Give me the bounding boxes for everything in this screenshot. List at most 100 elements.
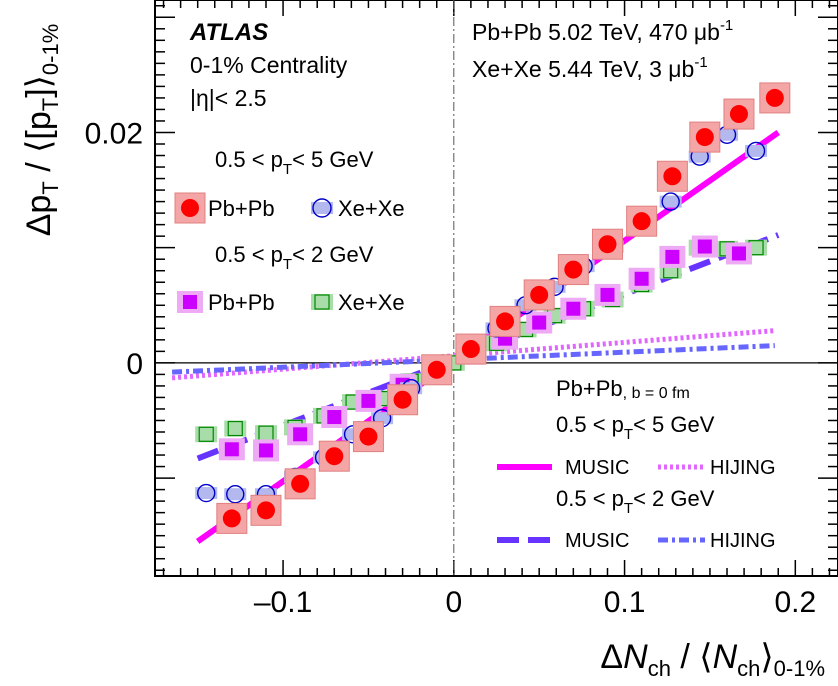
data-point-pbpb-2gev xyxy=(600,287,615,302)
data-point-pbpb-5gev xyxy=(325,447,344,466)
x-axis-title: ΔNch / ⟨Nch⟩0-1% xyxy=(600,638,825,681)
legend-xexe-2-marker xyxy=(314,294,330,310)
x-axis-label-cent: 0-1% xyxy=(774,656,825,681)
data-point-pbpb-5gev xyxy=(393,390,412,409)
legend-group-2gev-sub: T xyxy=(283,256,292,273)
y-tick-label: 0 xyxy=(126,348,143,381)
data-point-xexe-5gev-sys-box xyxy=(688,150,711,163)
data-point-pbpb-5gev xyxy=(427,360,446,379)
model-legend-title: Pb+Pb, b = 0 fm xyxy=(556,376,690,402)
data-point-xexe-5gev-sys-box xyxy=(195,487,218,500)
data-point-pbpb-5gev xyxy=(291,474,310,493)
x-tick-label: 0.1 xyxy=(604,586,646,619)
legend-pbpb-5-marker xyxy=(181,199,199,217)
model-legend-group-2gev-sub: T xyxy=(624,500,633,517)
data-point-xexe-2gev-sys-box xyxy=(254,425,277,442)
legend-hijing-5-label: HIJING xyxy=(710,457,776,479)
data-point-pbpb-2gev xyxy=(258,443,273,458)
dataset-pbpb-sup: -1 xyxy=(720,17,733,34)
data-point-pbpb-2gev xyxy=(293,427,308,442)
legend-xexe-5-label: Xe+Xe xyxy=(338,196,405,221)
legend-group-5gev-sub: T xyxy=(283,161,292,178)
x-axis-label-delta: Δ xyxy=(600,638,623,676)
x-tick-label: 0 xyxy=(445,586,462,619)
legend-hijing-2-label: HIJING xyxy=(710,530,776,552)
x-axis-label-mid: / ⟨ xyxy=(671,638,713,676)
legend-xexe-5-marker xyxy=(312,198,332,218)
model-legend-group-2gev-post: < 2 GeV xyxy=(633,486,715,511)
y-axis-label-rest: / ⟨[p xyxy=(20,111,58,181)
legend-xexe-2-label: Xe+Xe xyxy=(338,290,405,315)
data-point-xexe-2gev-sys-box xyxy=(195,426,218,443)
legend-group-5gev: 0.5 < pT< 5 GeV xyxy=(215,147,374,178)
data-point-xexe-5gev xyxy=(746,141,766,161)
data-point-pbpb-5gev xyxy=(663,167,682,186)
legend-group-2gev: 0.5 < pT< 2 GeV xyxy=(215,242,374,273)
dataset-pbpb-text: Pb+Pb 5.02 TeV, 470 μb xyxy=(472,19,720,45)
data-point-xexe-5gev xyxy=(197,483,216,503)
x-axis-label-n2: N xyxy=(713,638,738,676)
data-points xyxy=(195,82,791,534)
data-point-pbpb-5gev-sys-box xyxy=(387,384,419,416)
data-point-xexe-2gev-sys-box xyxy=(224,420,247,437)
data-point-xexe-2gev xyxy=(227,420,243,437)
data-point-pbpb-5gev xyxy=(222,509,241,528)
data-point-xexe-5gev-sys-box xyxy=(745,144,768,157)
y-axis-label-cent: 0-1% xyxy=(38,24,63,75)
data-point-pbpb-5gev xyxy=(496,312,515,331)
legend-pbpb-2-label: Pb+Pb xyxy=(208,290,275,315)
x-axis-label-sub2: ch xyxy=(737,656,760,681)
data-point-pbpb-5gev xyxy=(359,427,378,446)
dataset-pbpb: Pb+Pb 5.02 TeV, 470 μb-1 xyxy=(472,17,733,45)
data-point-pbpb-2gev xyxy=(566,301,581,316)
legend-group-5gev-post: < 5 GeV xyxy=(292,147,374,172)
data-point-xexe-2gev xyxy=(198,426,214,442)
experiment-label: ATLAS xyxy=(189,19,268,46)
x-axis-label-n: N xyxy=(623,638,648,676)
data-point-pbpb-5gev xyxy=(564,260,583,279)
data-point-pbpb-5gev xyxy=(632,212,651,231)
y-axis-label-sub: T xyxy=(38,181,63,194)
model-legend-group-2gev-pre: 0.5 < p xyxy=(556,486,624,511)
data-point-pbpb-2gev xyxy=(327,410,342,425)
data-point-pbpb-5gev xyxy=(461,340,480,359)
data-point-pbpb-5gev xyxy=(765,88,784,107)
y-axis-title: ΔpT / ⟨[pT]⟩0-1% xyxy=(20,24,63,237)
legend-music-5-label: MUSIC xyxy=(565,457,629,479)
model-legend-group-5gev: 0.5 < pT< 5 GeV xyxy=(556,412,715,443)
data-point-pbpb-2gev xyxy=(634,271,649,286)
data-point-pbpb-2gev xyxy=(731,246,746,261)
y-axis-label-close: ]⟩ xyxy=(20,75,58,98)
data-point-xexe-5gev-sys-box xyxy=(224,488,247,501)
legend-pbpb-2-marker xyxy=(183,295,197,309)
data-point-pbpb-5gev xyxy=(729,105,748,124)
legend-pbpb-5-label: Pb+Pb xyxy=(208,196,275,221)
axis-ticks xyxy=(155,0,838,576)
data-point-pbpb-5gev xyxy=(598,235,617,254)
legend-group-2gev-pre: 0.5 < p xyxy=(215,242,283,267)
x-tick-label: 0.2 xyxy=(774,586,816,619)
model-legend: Pb+Pb, b = 0 fm 0.5 < pT< 5 GeV MUSIC HI… xyxy=(497,376,776,552)
model-legend-title-text: Pb+Pb xyxy=(556,376,623,401)
model-legend-group-5gev-pre: 0.5 < p xyxy=(556,412,624,437)
legend-music-2-label: MUSIC xyxy=(565,530,629,552)
model-legend-group-5gev-sub: T xyxy=(624,426,633,443)
plot-frame xyxy=(154,0,838,577)
data-point-pbpb-2gev xyxy=(361,393,376,408)
y-axis-label-sub2: T xyxy=(38,98,63,111)
model-legend-title-sub: , b = 0 fm xyxy=(623,385,690,402)
legend-xexe-2-marker-sys-box xyxy=(311,294,333,310)
legend-group-5gev-pre: 0.5 < p xyxy=(215,147,283,172)
data-point-pbpb-5gev xyxy=(256,501,275,520)
legend-xexe-5-marker-sys-box xyxy=(311,202,333,214)
dataset-xexe-text: Xe+Xe 5.44 TeV, 3 μb xyxy=(472,56,694,82)
centrality-label: 0-1% Centrality xyxy=(190,52,348,78)
legend-group-2gev-post: < 2 GeV xyxy=(292,242,374,267)
x-axis-label-close: ⟩ xyxy=(760,638,773,676)
dataset-xexe-sup: -1 xyxy=(694,54,707,71)
data-point-xexe-5gev xyxy=(226,485,245,504)
tick-labels: –0.1 0 0.1 0.2 0 0.02 xyxy=(85,117,817,619)
data-point-pbpb-5gev xyxy=(695,128,714,147)
dataset-xexe: Xe+Xe 5.44 TeV, 3 μb-1 xyxy=(472,54,708,82)
